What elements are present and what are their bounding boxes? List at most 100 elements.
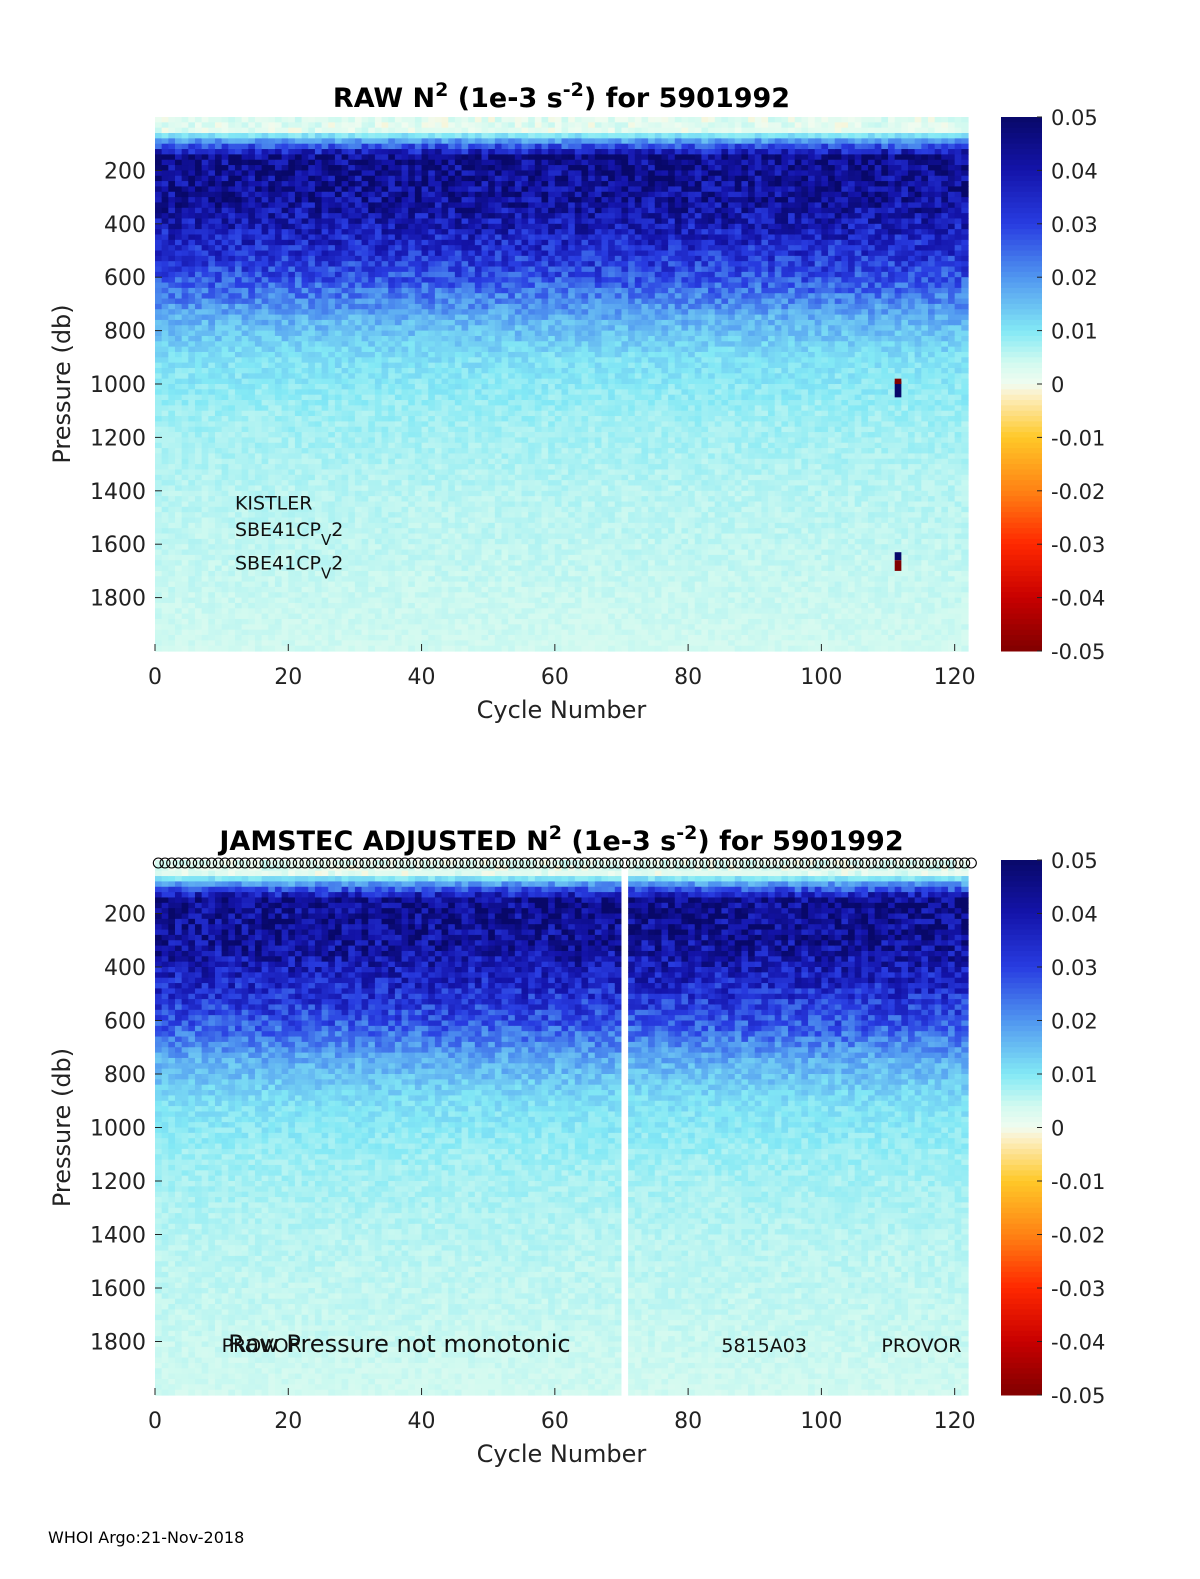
heatmap-cell [375, 261, 382, 267]
heatmap-cell [435, 267, 442, 273]
heatmap-cell [362, 165, 369, 171]
heatmap-cell [368, 315, 375, 321]
heatmap-cell [335, 630, 342, 636]
heatmap-cell [395, 368, 402, 374]
heatmap-cell [215, 555, 222, 561]
heatmap-cell [175, 336, 182, 342]
heatmap-cell [322, 256, 329, 262]
heatmap-cell [395, 117, 402, 123]
heatmap-cell [348, 614, 355, 620]
heatmap-cell [408, 267, 415, 273]
heatmap-cell [188, 170, 195, 176]
heatmap-cell [442, 432, 449, 438]
heatmap-cell [175, 512, 182, 518]
heatmap-cell [202, 299, 209, 305]
heatmap-cell [342, 453, 349, 459]
heatmap-cell [315, 309, 322, 315]
heatmap-cell [288, 283, 295, 289]
heatmap-cell [388, 427, 395, 433]
heatmap-cell [362, 277, 369, 283]
heatmap-cell [448, 331, 455, 337]
heatmap-cell [255, 411, 262, 417]
heatmap-cell [195, 566, 202, 572]
heatmap-cell [435, 202, 442, 208]
heatmap-cell [255, 352, 262, 358]
heatmap-cell [435, 363, 442, 369]
heatmap-cell [195, 149, 202, 155]
heatmap-cell [162, 208, 169, 214]
heatmap-cell [388, 181, 395, 187]
heatmap-cell [382, 608, 389, 614]
heatmap-cell [215, 192, 222, 198]
heatmap-cell [262, 138, 269, 144]
heatmap-cell [182, 491, 189, 497]
heatmap-cell [408, 518, 415, 524]
heatmap-cell [442, 560, 449, 566]
heatmap-cell [342, 165, 349, 171]
heatmap-cell [162, 528, 169, 534]
heatmap-cell [348, 518, 355, 524]
heatmap-cell [175, 507, 182, 513]
heatmap-cell [175, 459, 182, 465]
heatmap-cell [448, 646, 455, 652]
heatmap-cell [208, 234, 215, 240]
heatmap-cell [455, 448, 462, 454]
heatmap-cell [222, 336, 229, 342]
heatmap-cell [442, 224, 449, 230]
heatmap-cell [255, 176, 262, 182]
heatmap-cell [295, 421, 302, 427]
heatmap-cell [275, 309, 282, 315]
heatmap-cell [402, 170, 409, 176]
heatmap-cell [242, 469, 249, 475]
heatmap-cell [182, 256, 189, 262]
heatmap-cell [315, 160, 322, 166]
heatmap-cell [208, 384, 215, 390]
heatmap-cell [235, 218, 242, 224]
heatmap-cell [468, 347, 475, 353]
heatmap-cell [402, 315, 409, 321]
heatmap-cell [328, 309, 335, 315]
heatmap-cell [282, 357, 289, 363]
heatmap-cell [368, 395, 375, 401]
heatmap-cell [182, 122, 189, 128]
heatmap-cell [435, 149, 442, 155]
heatmap-cell [188, 480, 195, 486]
heatmap-cell [462, 331, 469, 337]
heatmap-cell [435, 416, 442, 422]
heatmap-cell [302, 379, 309, 385]
heatmap-cell [328, 208, 335, 214]
heatmap-cell [422, 304, 429, 310]
heatmap-cell [448, 117, 455, 123]
heatmap-cell [215, 176, 222, 182]
heatmap-cell [195, 277, 202, 283]
heatmap-cell [388, 459, 395, 465]
heatmap-cell [362, 640, 369, 646]
heatmap-cell [355, 288, 362, 294]
heatmap-cell [208, 523, 215, 529]
heatmap-cell [355, 619, 362, 625]
heatmap-cell [248, 389, 255, 395]
heatmap-cell [448, 501, 455, 507]
heatmap-cell [435, 405, 442, 411]
heatmap-cell [175, 646, 182, 652]
heatmap-cell [355, 336, 362, 342]
heatmap-cell [262, 608, 269, 614]
heatmap-cell [462, 368, 469, 374]
heatmap-cell [248, 368, 255, 374]
heatmap-cell [422, 598, 429, 604]
heatmap-cell [155, 181, 162, 187]
heatmap-cell [448, 208, 455, 214]
heatmap-cell [175, 117, 182, 123]
heatmap-cell [175, 320, 182, 326]
heatmap-cell [348, 181, 355, 187]
heatmap-cell [235, 251, 242, 257]
heatmap-cell [175, 368, 182, 374]
heatmap-cell [375, 630, 382, 636]
heatmap-cell [195, 144, 202, 150]
heatmap-cell [442, 192, 449, 198]
heatmap-cell [382, 267, 389, 273]
heatmap-cell [182, 117, 189, 123]
heatmap-cell [428, 373, 435, 379]
heatmap-cell [275, 325, 282, 331]
heatmap-cell [202, 443, 209, 449]
